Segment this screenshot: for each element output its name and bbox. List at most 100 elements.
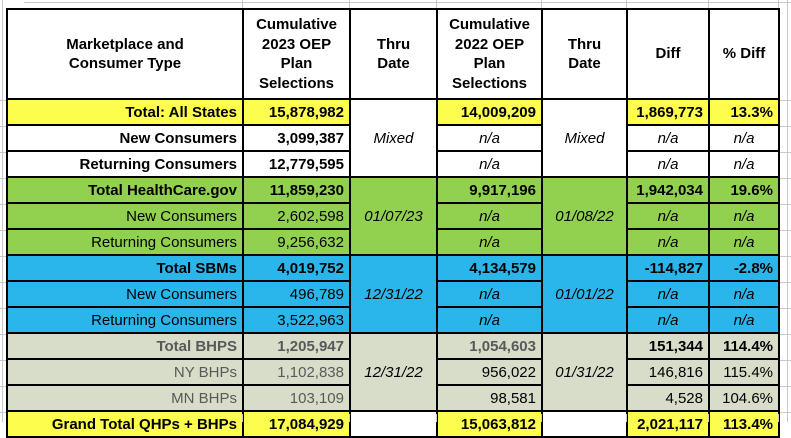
cell-pct-diff: n/a (708, 280, 780, 308)
header-row: Marketplace and Consumer Type Cumulative… (6, 8, 780, 100)
cell-label: Total: All States (6, 98, 244, 126)
cell-diff: -114,827 (626, 254, 710, 282)
cell-pct-diff: n/a (708, 202, 780, 230)
cell-diff: n/a (626, 306, 710, 334)
cell-thru-date-2023 (349, 410, 438, 438)
cell-label: MN BHPs (6, 384, 244, 412)
column-header-thru-date-2022: Thru Date (541, 8, 628, 100)
gridline (242, 0, 243, 8)
cell-thru-date-2022: Mixed (541, 98, 628, 178)
cell-pct-diff: -2.8% (708, 254, 780, 282)
gridline (780, 282, 791, 283)
gridline (708, 414, 709, 422)
cell-2023-value: 1,205,947 (242, 332, 351, 360)
cell-label: Total SBMs (6, 254, 244, 282)
column-header-diff: Diff (626, 8, 710, 100)
cell-2022-value: 14,009,209 (436, 98, 543, 126)
gridline (780, 386, 791, 387)
gridline (0, 256, 6, 257)
column-header-marketplace-consumer-type: Marketplace and Consumer Type (6, 8, 244, 100)
cell-2022-value: 98,581 (436, 384, 543, 412)
cell-2023-value: 15,878,982 (242, 98, 351, 126)
gridline (0, 308, 6, 309)
cell-pct-diff: n/a (708, 306, 780, 334)
cell-label: New Consumers (6, 202, 244, 230)
cell-pct-diff: 13.3% (708, 98, 780, 126)
gridline (780, 308, 791, 309)
cell-diff: 151,344 (626, 332, 710, 360)
cell-2023-value: 103,109 (242, 384, 351, 412)
cell-pct-diff: 114.4% (708, 332, 780, 360)
gridline (780, 360, 791, 361)
table-row-new-consumers-all: New Consumers 3,099,387 n/a n/a n/a (6, 124, 780, 152)
cell-2023-value: 3,099,387 (242, 124, 351, 152)
table-row-grand-total: Grand Total QHPs + BHPs 17,084,929 15,06… (6, 410, 780, 438)
gridline (349, 414, 350, 422)
table-row-total-bhps: Total BHPS 1,205,947 12/31/22 1,054,603 … (6, 332, 780, 412)
cell-2022-value: 15,063,812 (436, 410, 543, 438)
gridline (541, 0, 542, 8)
gridline (778, 0, 779, 8)
gridline (787, 0, 788, 422)
gridline (626, 414, 627, 422)
cell-pct-diff: 115.4% (708, 358, 780, 386)
cell-label: Total HealthCare.gov (6, 176, 244, 204)
gridline (780, 334, 791, 335)
cell-2022-value: n/a (436, 306, 543, 334)
cell-2022-value: n/a (436, 150, 543, 178)
gridline (780, 126, 791, 127)
cell-2022-value: n/a (436, 228, 543, 256)
cell-2022-value: n/a (436, 124, 543, 152)
cell-thru-date-2023: 01/07/23 (349, 176, 438, 256)
table-row-total-all-states: Total: All States 15,878,982 Mixed 14,00… (6, 98, 780, 178)
gridline (780, 256, 791, 257)
column-header-2022-plan-selections: Cumulative 2022 OEP Plan Selections (436, 8, 543, 100)
cell-label: NY BHPs (6, 358, 244, 386)
cell-2022-value: 1,054,603 (436, 332, 543, 360)
gridline (0, 282, 6, 283)
gridline (0, 386, 6, 387)
cell-label: Returning Consumers (6, 228, 244, 256)
table-row-returning-consumers-hcgov: Returning Consumers 9,256,632 n/a n/a n/… (6, 228, 780, 256)
gridline (780, 178, 791, 179)
cell-2023-value: 496,789 (242, 280, 351, 308)
gridline (541, 414, 542, 422)
cell-2022-value: n/a (436, 202, 543, 230)
gridline (0, 152, 6, 153)
cell-2022-value: 9,917,196 (436, 176, 543, 204)
cell-diff: 4,528 (626, 384, 710, 412)
cell-2023-value: 4,019,752 (242, 254, 351, 282)
gridline (0, 178, 6, 179)
column-header-2023-plan-selections: Cumulative 2023 OEP Plan Selections (242, 8, 351, 100)
cell-2022-value: 956,022 (436, 358, 543, 386)
cell-thru-date-2022: 01/31/22 (541, 332, 628, 412)
table-row-total-sbms: Total SBMs 4,019,752 12/31/22 4,134,579 … (6, 254, 780, 334)
cell-2023-value: 3,522,963 (242, 306, 351, 334)
cell-label: Total BHPS (6, 332, 244, 360)
cell-diff: 2,021,117 (626, 410, 710, 438)
cell-2023-value: 12,779,595 (242, 150, 351, 178)
cell-diff: n/a (626, 124, 710, 152)
cell-2023-value: 1,102,838 (242, 358, 351, 386)
table-row-returning-consumers-all: Returning Consumers 12,779,595 n/a n/a n… (6, 150, 780, 178)
cell-label: Returning Consumers (6, 150, 244, 178)
cell-thru-date-2022: 01/01/22 (541, 254, 628, 334)
cell-pct-diff: 19.6% (708, 176, 780, 204)
gridline (626, 0, 627, 8)
cell-thru-date-2022 (541, 410, 628, 438)
cell-2022-value: 4,134,579 (436, 254, 543, 282)
cell-thru-date-2022: 01/08/22 (541, 176, 628, 256)
cell-2023-value: 17,084,929 (242, 410, 351, 438)
table-row-mn-bhps: MN BHPs 103,109 98,581 4,528 104.6% (6, 384, 780, 412)
gridline (780, 204, 791, 205)
gridline (0, 334, 6, 335)
table-row-new-consumers-hcgov: New Consumers 2,602,598 n/a n/a n/a (6, 202, 780, 230)
cell-pct-diff: n/a (708, 150, 780, 178)
cell-diff: n/a (626, 150, 710, 178)
cell-pct-diff: 104.6% (708, 384, 780, 412)
cell-2023-value: 11,859,230 (242, 176, 351, 204)
cell-thru-date-2023: 12/31/22 (349, 332, 438, 412)
gridline (780, 100, 791, 101)
cell-2022-value: n/a (436, 280, 543, 308)
table-row-ny-bhps: NY BHPs 1,102,838 956,022 146,816 115.4% (6, 358, 780, 386)
